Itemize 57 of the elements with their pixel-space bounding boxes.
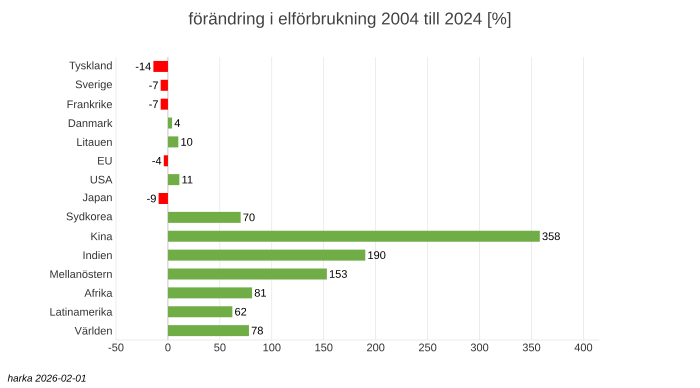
bar	[168, 174, 180, 186]
data-label: 62	[235, 308, 246, 316]
data-label: 10	[181, 138, 192, 146]
y-tick-label: Litauen	[77, 138, 112, 146]
bar	[168, 287, 252, 298]
data-label: 153	[330, 270, 347, 278]
bar	[168, 136, 178, 148]
x-tick-label: 350	[522, 344, 540, 352]
bar	[168, 118, 172, 129]
y-tick-label: Sverige	[76, 80, 112, 90]
data-label: 11	[182, 176, 192, 184]
x-tick-label: 50	[214, 344, 226, 352]
x-tick-label: 250	[418, 344, 436, 352]
y-tick-label: Latinamerika	[50, 308, 112, 316]
bar	[160, 80, 168, 91]
data-label: -4	[152, 156, 162, 165]
x-tick-label: 150	[315, 344, 332, 352]
bar	[168, 306, 232, 318]
data-label: -7	[149, 100, 158, 108]
bar	[158, 193, 168, 204]
data-label: 4	[174, 119, 180, 127]
data-label: -9	[147, 194, 156, 202]
data-label: -7	[149, 82, 158, 90]
bar	[153, 60, 168, 72]
data-label: -14	[136, 62, 151, 70]
y-tick-label: Frankrike	[68, 100, 112, 108]
bar	[168, 230, 540, 242]
x-tick-label: 300	[470, 344, 488, 352]
y-tick-label: Indien	[84, 251, 112, 260]
data-label: 78	[252, 326, 263, 334]
bar	[168, 325, 249, 336]
data-label: 70	[243, 213, 255, 222]
bar	[168, 250, 366, 261]
x-tick-label: 200	[367, 344, 384, 352]
y-tick-label: Japan	[82, 194, 112, 204]
data-label: 190	[368, 251, 386, 259]
y-tick-label: Mellanöstern	[50, 270, 112, 278]
x-tick-label: 100	[263, 344, 281, 352]
y-tick-label: USA	[90, 176, 112, 184]
bar	[168, 268, 327, 280]
bar	[164, 155, 168, 166]
x-tick-label: -50	[108, 344, 124, 352]
y-tick-label: Världen	[74, 326, 112, 335]
y-tick-label: Danmark	[68, 119, 112, 128]
y-tick-label: Tyskland	[69, 61, 112, 72]
y-tick-label: Sydkorea	[66, 212, 112, 222]
text: harka 2026-02-01	[8, 374, 86, 382]
bar	[168, 212, 241, 223]
chart-title: förändring i elförbrukning 2004 till 2024 [%]	[188, 12, 510, 28]
bar	[160, 98, 168, 110]
x-tick-label: 400	[574, 344, 592, 352]
data-label: 81	[254, 288, 266, 297]
y-tick-label: Kina	[91, 232, 112, 240]
x-tick-label: 0	[165, 344, 171, 352]
y-tick-label: EU	[98, 156, 112, 165]
y-tick-label: Afrika	[84, 288, 112, 297]
data-label: 358	[542, 232, 560, 240]
